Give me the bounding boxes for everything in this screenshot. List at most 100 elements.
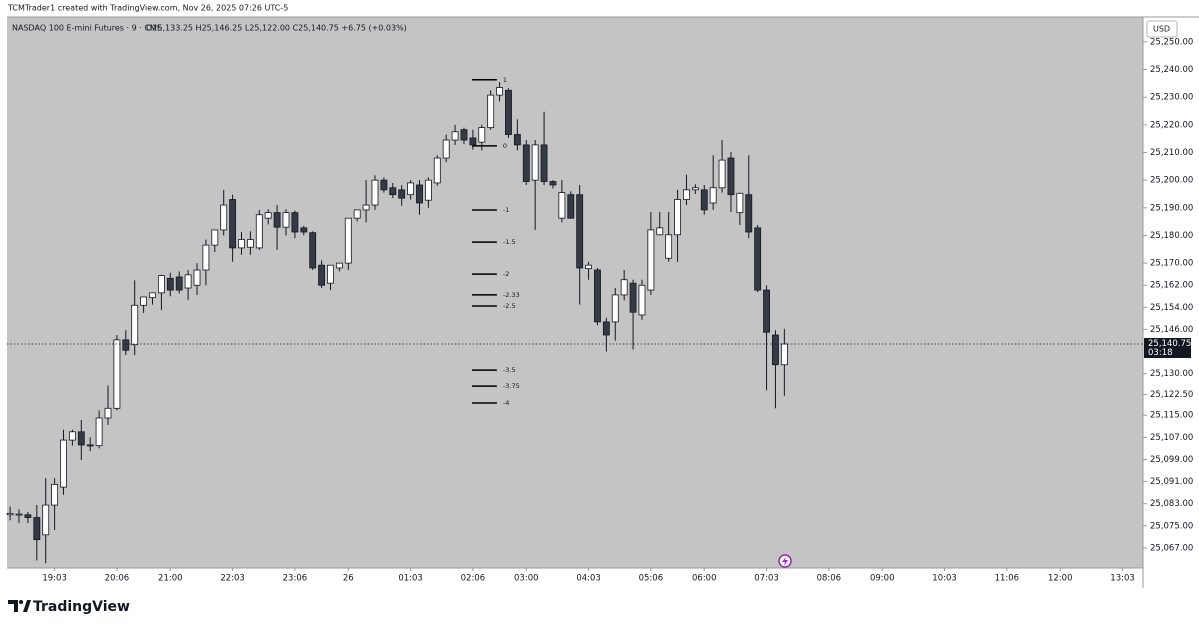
candle-body bbox=[131, 304, 139, 346]
candle-body bbox=[531, 144, 539, 181]
candle-body bbox=[291, 212, 299, 233]
candle-body bbox=[282, 212, 290, 228]
candle-body bbox=[184, 274, 192, 289]
candle-body bbox=[700, 189, 708, 211]
candle-body bbox=[51, 483, 59, 506]
currency-box[interactable] bbox=[1146, 20, 1178, 38]
candle-body bbox=[24, 514, 32, 518]
candle-body bbox=[487, 94, 495, 129]
candle-body bbox=[407, 182, 415, 196]
candle-body bbox=[353, 209, 361, 219]
candle-body bbox=[674, 199, 681, 236]
candle-body bbox=[68, 431, 76, 441]
x-tick-label: 01:03 bbox=[398, 574, 423, 584]
credit: TCMTrader1 created with TradingView.com,… bbox=[7, 4, 288, 13]
y-tick-label: 25,210.00 bbox=[1150, 148, 1193, 158]
candle-body bbox=[754, 227, 762, 291]
candle-body bbox=[15, 513, 23, 516]
candle-body bbox=[335, 262, 343, 269]
logo-mark bbox=[8, 600, 18, 612]
candle-body bbox=[709, 187, 717, 204]
y-tick-label: 25,154.00 bbox=[1150, 303, 1193, 313]
x-tick-label: 20:06 bbox=[105, 574, 130, 584]
fib-label: -4 bbox=[503, 399, 509, 407]
candle-body bbox=[264, 212, 272, 219]
candle-body bbox=[567, 194, 575, 219]
candle-body bbox=[300, 227, 308, 233]
x-tick-label: 03:00 bbox=[514, 574, 539, 584]
x-tick-label: 07:03 bbox=[754, 574, 779, 584]
x-tick-label: 23:06 bbox=[283, 574, 308, 584]
fib-label: 0 bbox=[503, 142, 507, 150]
candle-body bbox=[327, 264, 334, 284]
candle-body bbox=[691, 187, 699, 191]
candle-body bbox=[389, 187, 397, 196]
candle-body bbox=[763, 289, 770, 333]
candle-body bbox=[647, 229, 655, 291]
candle-body bbox=[745, 194, 753, 233]
candle-body bbox=[113, 339, 121, 409]
fib-label: -2.33 bbox=[503, 291, 520, 299]
candle-body bbox=[665, 234, 673, 259]
x-tick-label: 12:00 bbox=[1048, 574, 1073, 584]
y-tick-label: 25,091.00 bbox=[1150, 477, 1193, 487]
fib-label: -1.5 bbox=[503, 238, 516, 246]
candle-body bbox=[629, 282, 637, 313]
candle-body bbox=[255, 214, 263, 249]
y-tick-label: 25,230.00 bbox=[1150, 93, 1193, 103]
candle-body bbox=[620, 279, 628, 296]
candle-body bbox=[558, 192, 566, 219]
y-tick-label: 25,115.00 bbox=[1150, 411, 1193, 421]
candle-body bbox=[193, 269, 201, 286]
candle-body bbox=[362, 204, 370, 211]
candle-body bbox=[656, 227, 664, 236]
chart-pane bbox=[7, 17, 1143, 568]
candle-body bbox=[478, 127, 486, 143]
candle-body bbox=[549, 181, 557, 186]
y-tick-label: 25,170.00 bbox=[1150, 259, 1193, 269]
candle-body bbox=[273, 212, 281, 228]
candle-body bbox=[602, 321, 610, 336]
last-price-label: 25,140.75 bbox=[1148, 339, 1191, 349]
x-tick-label: 11:06 bbox=[995, 574, 1020, 584]
fib-label: -2.5 bbox=[503, 302, 516, 310]
last-price-box bbox=[1144, 338, 1191, 359]
candle-body bbox=[611, 294, 619, 323]
x-tick-label: 05:06 bbox=[639, 574, 664, 584]
x-tick-label: 04:03 bbox=[576, 574, 601, 584]
candle-body bbox=[683, 189, 690, 200]
x-tick-label: 26 bbox=[343, 574, 354, 584]
symbol-title: NASDAQ 100 E-mini Futures · 9 · CME bbox=[12, 24, 162, 33]
candle-body bbox=[157, 275, 165, 294]
x-tick-label: 13:03 bbox=[1110, 574, 1135, 584]
y-tick-label: 25,250.00 bbox=[1150, 37, 1193, 47]
candle-body bbox=[202, 244, 210, 271]
candle-body bbox=[451, 131, 459, 141]
candle-body bbox=[60, 439, 67, 488]
candle-body bbox=[505, 89, 512, 135]
y-tick-label: 25,083.00 bbox=[1150, 499, 1193, 509]
candle-body bbox=[594, 269, 601, 323]
candle-body bbox=[513, 134, 521, 146]
candle-body bbox=[246, 239, 254, 248]
candle-body bbox=[424, 179, 432, 201]
brand: TradingView bbox=[33, 599, 130, 615]
candle-body bbox=[638, 284, 646, 316]
candle-body bbox=[6, 512, 14, 516]
candle-body bbox=[33, 517, 41, 541]
candle-body bbox=[86, 444, 94, 447]
x-tick-label: 10:03 bbox=[932, 574, 957, 584]
countdown: 03:18 bbox=[1148, 348, 1173, 358]
x-tick-label: 21:00 bbox=[158, 574, 183, 584]
x-tick-label: 02:06 bbox=[461, 574, 486, 584]
fib-label: -3.75 bbox=[503, 382, 520, 390]
candle-body bbox=[238, 239, 245, 249]
candle-body bbox=[166, 277, 174, 291]
candle-body bbox=[149, 292, 156, 299]
x-tick-label: 19:03 bbox=[42, 574, 67, 584]
candle-body bbox=[718, 159, 726, 189]
candle-body bbox=[309, 232, 317, 269]
fib-label: -2 bbox=[503, 270, 509, 278]
